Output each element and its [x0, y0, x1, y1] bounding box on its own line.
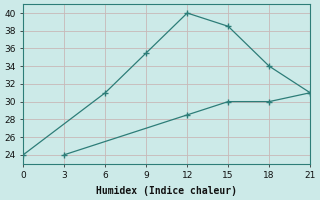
- X-axis label: Humidex (Indice chaleur): Humidex (Indice chaleur): [96, 186, 237, 196]
